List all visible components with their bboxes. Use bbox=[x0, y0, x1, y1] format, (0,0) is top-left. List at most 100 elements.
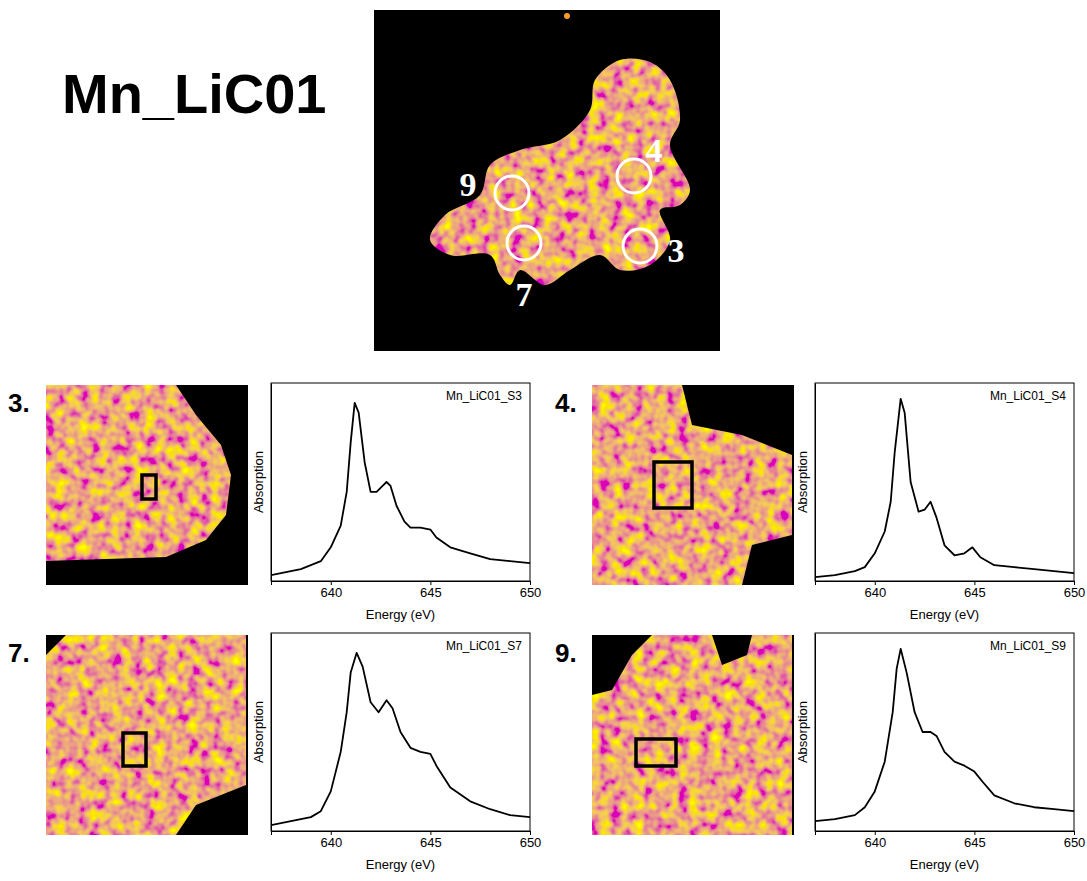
x-tick-label: 650 bbox=[520, 835, 542, 850]
panel-label: 3. bbox=[8, 388, 30, 418]
x-tick: 640 bbox=[320, 581, 342, 600]
map-image bbox=[592, 385, 794, 585]
x-tick: 645 bbox=[964, 831, 986, 850]
x-tick: 645 bbox=[964, 581, 986, 600]
x-axis-title: Energy (eV) bbox=[366, 857, 435, 872]
region-label: 9 bbox=[460, 166, 477, 203]
x-axis-line bbox=[272, 582, 531, 586]
x-tick-label: 645 bbox=[420, 835, 442, 850]
particle bbox=[592, 635, 792, 835]
map-image bbox=[46, 635, 248, 835]
map-image bbox=[46, 385, 248, 585]
y-axis-title: Absorption bbox=[795, 451, 810, 513]
x-axis: 640 645 650 bbox=[272, 831, 542, 850]
y-axis-title: Absorption bbox=[251, 451, 266, 513]
x-tick-label: 645 bbox=[964, 585, 986, 600]
plot-area bbox=[815, 399, 1074, 577]
x-tick: 640 bbox=[320, 831, 342, 850]
plot-frame bbox=[271, 633, 530, 831]
plot-area bbox=[271, 403, 530, 575]
map-background bbox=[374, 10, 720, 351]
selection-box bbox=[142, 475, 156, 499]
x-axis-line bbox=[272, 832, 531, 836]
region-label: 4 bbox=[646, 132, 663, 169]
y-axis-line bbox=[271, 384, 272, 582]
x-tick: 640 bbox=[864, 581, 886, 600]
chart: 640 645 650 Energy (eV) Absorption Mn_LiC01_S… bbox=[251, 633, 541, 872]
map-background bbox=[46, 635, 248, 835]
particle bbox=[430, 58, 690, 285]
figure-title: Mn_LiC01 bbox=[62, 62, 327, 125]
region-label: 3 bbox=[668, 232, 685, 269]
spectrum-line bbox=[815, 399, 1074, 577]
y-axis-title: Absorption bbox=[795, 701, 810, 763]
x-axis-line bbox=[816, 582, 1075, 586]
x-tick: 645 bbox=[420, 831, 442, 850]
x-tick-label: 650 bbox=[520, 585, 542, 600]
y-axis-line bbox=[815, 384, 816, 582]
plot-frame bbox=[815, 633, 1074, 831]
y-axis-line bbox=[271, 634, 272, 832]
x-tick-label: 640 bbox=[864, 585, 886, 600]
chart-title: Mn_LiC01_S7 bbox=[446, 639, 522, 653]
spectrum-line bbox=[815, 649, 1074, 821]
chart-title: Mn_LiC01_S4 bbox=[990, 389, 1066, 403]
y-axis-title: Absorption bbox=[251, 701, 266, 763]
region-circle bbox=[623, 229, 657, 263]
selection-box bbox=[654, 462, 692, 508]
x-axis: 640 645 650 bbox=[816, 831, 1086, 850]
plot-frame bbox=[271, 383, 530, 581]
region-circle bbox=[507, 226, 541, 260]
x-tick-label: 650 bbox=[1064, 835, 1086, 850]
x-axis-title: Energy (eV) bbox=[910, 857, 979, 872]
plot-area bbox=[815, 649, 1074, 821]
chart: 640 645 650 Energy (eV) Absorption Mn_LiC01_S… bbox=[251, 383, 541, 622]
x-tick: 645 bbox=[420, 581, 442, 600]
x-tick: 650 bbox=[1064, 581, 1086, 600]
x-axis-title: Energy (eV) bbox=[366, 607, 435, 622]
y-axis bbox=[815, 634, 816, 832]
plot-frame bbox=[815, 383, 1074, 581]
x-tick: 640 bbox=[864, 831, 886, 850]
panel-label: 7. bbox=[8, 638, 30, 668]
panel-label: 4. bbox=[555, 388, 577, 418]
y-axis bbox=[271, 634, 272, 832]
chart: 640 645 650 Energy (eV) Absorption Mn_LiC01_S… bbox=[795, 633, 1085, 872]
map-image bbox=[592, 635, 794, 835]
x-tick: 650 bbox=[520, 831, 542, 850]
plot-area bbox=[271, 653, 530, 825]
speck bbox=[564, 13, 570, 19]
selection-box bbox=[636, 739, 676, 766]
particle bbox=[46, 635, 246, 835]
map-background bbox=[592, 385, 794, 585]
x-tick: 650 bbox=[520, 581, 542, 600]
x-tick-label: 640 bbox=[320, 585, 342, 600]
chart: 640 645 650 Energy (eV) Absorption Mn_LiC01_S… bbox=[795, 383, 1085, 622]
x-tick-label: 640 bbox=[864, 835, 886, 850]
selection-box bbox=[123, 733, 146, 766]
figure: Mn_LiC01 9 4 3 7 3. 640 645 650 Energy (eV) Absorp… bbox=[0, 0, 1087, 881]
map-image bbox=[374, 10, 720, 351]
x-tick: 650 bbox=[1064, 831, 1086, 850]
panel-label: 9. bbox=[555, 638, 577, 668]
region-label: 7 bbox=[516, 276, 533, 313]
chart-title: Mn_LiC01_S3 bbox=[446, 389, 522, 403]
y-axis bbox=[815, 384, 816, 582]
x-tick-label: 645 bbox=[964, 835, 986, 850]
x-axis-title: Energy (eV) bbox=[910, 607, 979, 622]
map-background bbox=[592, 635, 794, 835]
particle bbox=[46, 385, 231, 561]
y-axis bbox=[271, 384, 272, 582]
region-circle bbox=[495, 176, 529, 210]
y-axis-line bbox=[815, 634, 816, 832]
x-tick-label: 640 bbox=[320, 835, 342, 850]
x-tick-label: 650 bbox=[1064, 585, 1086, 600]
x-tick-label: 645 bbox=[420, 585, 442, 600]
spectrum-line bbox=[271, 653, 530, 825]
particle bbox=[592, 385, 792, 585]
map-background bbox=[46, 385, 248, 585]
x-axis-line bbox=[816, 832, 1075, 836]
spectrum-line bbox=[271, 403, 530, 575]
x-axis: 640 645 650 bbox=[272, 581, 542, 600]
chart-title: Mn_LiC01_S9 bbox=[990, 639, 1066, 653]
